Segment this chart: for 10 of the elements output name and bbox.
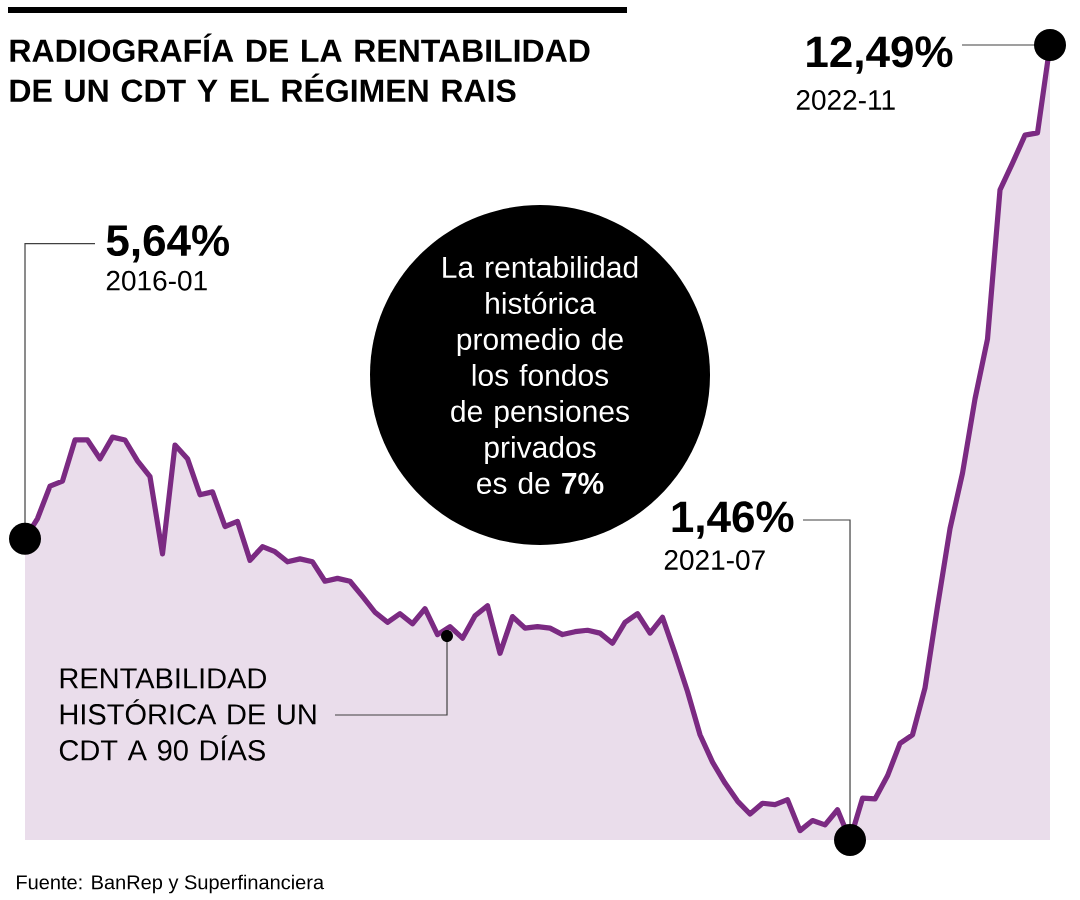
chart-title: RADIOGRAFÍA DE LA RENTABILIDAD DE UN CDT Y EL RÉGIMEN RAIS xyxy=(10,33,590,103)
data-label: 5,64% xyxy=(106,224,229,263)
annotation: RENTABILIDAD HISTÓRICA DE UN CDT A 90 DÍAS xyxy=(59,668,316,761)
annotation: 2016-01 xyxy=(106,270,207,291)
annotation: 2021-07 xyxy=(664,550,765,570)
data-label: 12,49% xyxy=(807,36,953,74)
data-label: 1,46% xyxy=(672,501,794,539)
annotation: 2022-11 xyxy=(796,90,895,110)
annotation: Fuente: BanRep y Superfinanciera xyxy=(17,874,325,894)
annotation: La rentabilidad histórica promedio de los fondos de pensiones privados es de 7% xyxy=(443,255,638,494)
